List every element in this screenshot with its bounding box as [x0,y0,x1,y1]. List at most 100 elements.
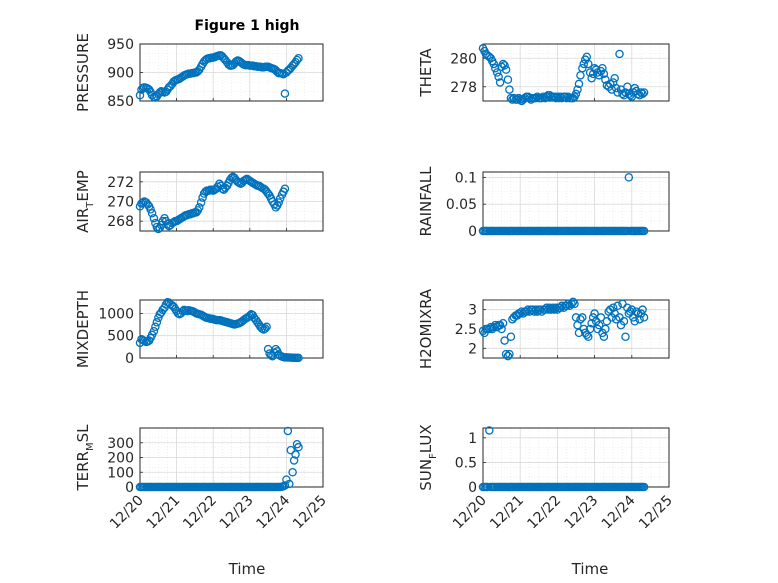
data-point [291,450,300,459]
data-point [587,318,596,328]
y-axis-label: SUNFLUX [417,424,439,490]
panel-terr_msl: 0100200300TERRMSL12/2012/2112/2212/2312/… [74,424,330,533]
y-tick-label: 0 [468,224,477,240]
y-tick-label: 0.1 [455,170,477,186]
data-point [635,315,644,324]
x-tick-label: 12/22 [180,493,220,533]
x-tick-label: 12/20 [450,493,490,533]
data-point [601,324,610,334]
series-sun_flux [478,426,649,492]
data-point [195,203,204,212]
data-point [638,89,647,99]
data-point [545,303,554,312]
data-point [540,305,550,314]
data-point [568,297,578,307]
data-point [584,59,593,69]
data-point [146,205,155,214]
minor-grid [140,300,323,358]
data-point [619,317,629,326]
data-point [571,89,581,99]
x-tick-label: 12/20 [107,493,147,533]
data-point [500,61,509,70]
data-point [292,55,302,65]
y-tick-label: 1000 [98,306,134,322]
y-tick-label: 2 [468,341,477,357]
data-point [639,88,649,97]
y-tick-label: 900 [107,66,134,82]
data-point [613,301,622,311]
data-point [570,299,579,309]
data-point [491,320,500,330]
y-tick-label: 850 [107,94,134,110]
data-point [227,173,236,183]
panel-h2omixra: 2 2.5 3 H2OMIXRA [417,288,670,369]
data-point [501,65,511,74]
y-axis-label: MIXDEPTH [74,290,92,368]
data-point [542,303,551,312]
series-terr_msl [135,426,303,492]
y-tick-label: 200 [107,451,134,467]
y-tick-label: 272 [107,175,134,191]
x-tick-label: 12/25 [636,493,676,533]
data-point [151,322,160,332]
data-point [594,71,604,80]
y-axis-label-part: TERR [74,451,92,492]
data-point [285,479,294,489]
y-tick-label: 2.5 [455,322,477,338]
figure-title: Figure 1 high [195,18,300,34]
y-tick-label: 0 [125,480,134,496]
data-point [294,54,303,63]
y-tick-label: 1 [468,431,477,447]
y-tick-label: 100 [107,465,134,481]
data-point [546,305,556,314]
y-tick-label: 3 [468,303,477,319]
data-point [599,332,609,341]
data-point [262,322,271,332]
data-point [621,332,630,341]
data-point [571,313,581,322]
y-axis-label-subscript: F [428,453,439,459]
panel-mixdepth: 0 500 1000 MIXDEPTH [74,290,324,368]
y-axis-label: TERRMSL [74,424,96,492]
data-point [590,309,599,318]
x-tick-label: 12/23 [217,493,257,533]
data-point [543,305,553,314]
data-point [587,73,596,83]
x-tick-label: 12/24 [599,492,639,532]
y-axis-label: H2OMIXRA [417,288,435,369]
y-tick-label: 268 [107,214,134,230]
y-tick-label: 0 [468,480,477,496]
data-point [135,91,145,100]
y-tick-label: 500 [107,329,134,345]
panel-pressure: 850 900 950 PRESSURE [74,33,324,112]
data-point [639,482,649,492]
minor-grid [483,44,669,101]
data-point [636,88,646,97]
data-point [505,85,514,94]
data-point [578,313,587,322]
y-axis-label-subscript: T [85,201,96,209]
series-mixdepth [135,297,303,363]
data-point [594,320,604,330]
data-point [495,78,505,87]
series-air_temp [135,172,290,234]
x-tick-label: 12/22 [524,493,564,533]
data-point [601,75,610,84]
data-point [283,426,293,436]
data-point [280,481,290,490]
y-tick-label: 0 [125,351,134,367]
data-point [505,349,514,359]
data-point [138,198,148,207]
data-point [638,305,647,314]
data-point [639,226,649,236]
data-point [503,351,513,361]
data-point [500,336,509,345]
x-tick-label: 12/21 [144,493,184,533]
data-point [245,311,255,320]
data-point [503,75,513,84]
data-point [567,299,576,309]
panel-air_temp: 268 270 272 AIRTEMP [74,170,324,234]
data-point [599,69,609,79]
data-point [286,445,296,455]
data-point [489,59,499,69]
